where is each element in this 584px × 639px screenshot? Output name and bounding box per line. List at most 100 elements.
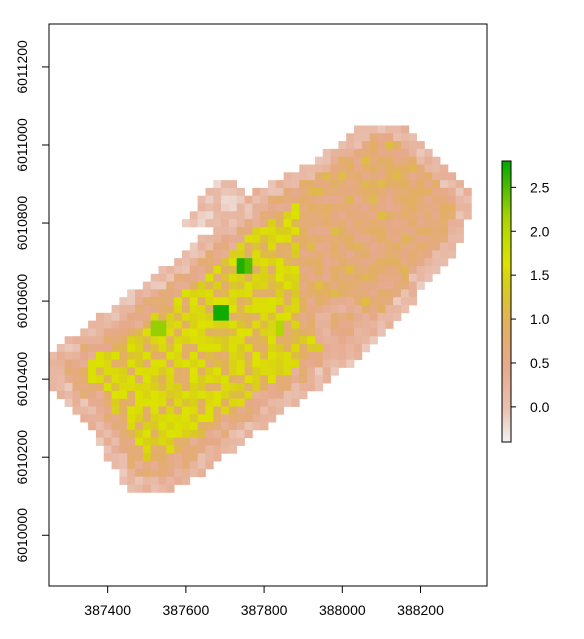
raster-cell [151, 344, 159, 352]
raster-cell [291, 383, 299, 391]
raster-cell [245, 297, 253, 305]
raster-cell [221, 406, 229, 414]
raster-cell [323, 204, 331, 212]
raster-cell [166, 289, 174, 297]
raster-cell [159, 274, 167, 282]
raster-cell [338, 321, 346, 329]
raster-cell [385, 172, 393, 180]
raster-cell [88, 344, 96, 352]
raster-cell [346, 196, 354, 204]
raster-cell [198, 336, 206, 344]
raster-cell [190, 211, 198, 219]
raster-cell [424, 157, 432, 165]
raster-cell [331, 321, 339, 329]
raster-cell [229, 180, 237, 188]
raster-cell [362, 219, 370, 227]
raster-cell [151, 360, 159, 368]
raster-cell [245, 422, 253, 430]
raster-cell [198, 235, 206, 243]
raster-cell [268, 352, 276, 360]
raster-cell [291, 196, 299, 204]
raster-cell [448, 172, 456, 180]
y-tick-label: 6010400 [14, 352, 30, 407]
raster-cell [151, 414, 159, 422]
raster-cell [401, 235, 409, 243]
raster-cell [323, 149, 331, 157]
raster-cell [276, 258, 284, 266]
raster-cell [346, 297, 354, 305]
raster-cell [65, 336, 73, 344]
raster-cell [245, 344, 253, 352]
raster-cell [119, 305, 127, 313]
raster-cell [432, 243, 440, 251]
raster-cell [135, 375, 143, 383]
raster-cell [456, 227, 464, 235]
raster-cell [159, 344, 167, 352]
raster-cell [260, 305, 268, 313]
raster-cell [190, 391, 198, 399]
raster-cell [331, 157, 339, 165]
raster-cell [104, 414, 112, 422]
raster-cell [291, 250, 299, 258]
raster-cell [182, 406, 190, 414]
raster-cell [291, 266, 299, 274]
raster-cell [276, 336, 284, 344]
raster-cell [385, 149, 393, 157]
raster-cell [151, 469, 159, 477]
raster-cell [205, 422, 213, 430]
raster-cell [119, 313, 127, 321]
raster-cell [464, 188, 472, 196]
raster-cell [237, 289, 245, 297]
raster-cell [112, 367, 120, 375]
raster-cell [354, 297, 362, 305]
raster-cell [354, 250, 362, 258]
raster-cell [245, 352, 253, 360]
raster-cell [213, 352, 221, 360]
colorbar-tick-label: 0.0 [530, 399, 550, 415]
raster-cell [338, 235, 346, 243]
raster-cell [221, 328, 229, 336]
raster-cell [362, 227, 370, 235]
raster-cell [221, 352, 229, 360]
raster-cell [284, 250, 292, 258]
raster-cell [424, 219, 432, 227]
raster-cell [143, 297, 151, 305]
raster-cell [354, 227, 362, 235]
raster-cell [104, 321, 112, 329]
raster-cell [213, 399, 221, 407]
raster-cell [166, 383, 174, 391]
raster-cell [362, 344, 370, 352]
raster-cell [284, 235, 292, 243]
raster-cell [393, 243, 401, 251]
raster-cell [198, 219, 206, 227]
raster-cell [245, 328, 253, 336]
raster-cell [245, 211, 253, 219]
raster-cell [151, 485, 159, 493]
raster-cell [362, 204, 370, 212]
raster-cell [323, 219, 331, 227]
raster-cell [378, 305, 386, 313]
raster-cell [57, 383, 65, 391]
raster-cell [409, 289, 417, 297]
raster-cell [245, 274, 253, 282]
raster-cell [252, 399, 260, 407]
raster-cell [65, 375, 73, 383]
raster-cell [190, 414, 198, 422]
raster-cell [96, 430, 104, 438]
raster-cell [88, 383, 96, 391]
raster-cell [284, 266, 292, 274]
raster-cell [424, 149, 432, 157]
raster-cell [370, 219, 378, 227]
raster-cell [252, 367, 260, 375]
raster-cell [299, 196, 307, 204]
raster-cell [393, 141, 401, 149]
raster-cell [315, 219, 323, 227]
raster-cell [315, 180, 323, 188]
raster-cell [284, 399, 292, 407]
raster-cell [378, 250, 386, 258]
raster-cell [323, 344, 331, 352]
raster-cell [409, 196, 417, 204]
raster-cell [393, 282, 401, 290]
raster-cell [417, 227, 425, 235]
raster-cell [135, 328, 143, 336]
